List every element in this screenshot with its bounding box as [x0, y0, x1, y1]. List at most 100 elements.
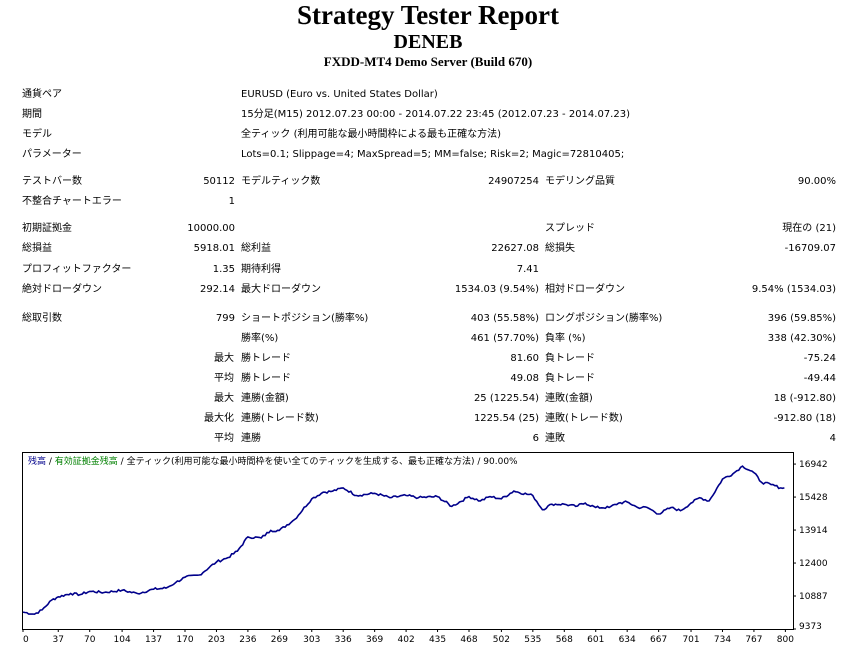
x-tick-label: 170	[176, 635, 193, 645]
max-drawdown-label: 最大ドローダウン	[241, 284, 321, 295]
y-axis: 9373 10887 12400 13914 15428 16942	[793, 460, 828, 632]
report-title: Strategy Tester Report	[297, 0, 559, 30]
x-tick-label: 37	[53, 635, 64, 645]
average-loss-label: 負トレード	[545, 373, 595, 384]
x-tick-label: 634	[619, 635, 636, 645]
absolute-drawdown-value: 292.14	[200, 284, 235, 295]
maximal-consecutive-loss-label: 連敗(トレード数)	[545, 413, 623, 424]
balance-chart: 残高 / 有効証拠金残高 / 全ティック(利用可能な最小時間枠を使い全てのティッ…	[22, 452, 838, 649]
x-tick-label: 104	[114, 635, 131, 645]
gross-loss-value: -16709.07	[784, 243, 836, 254]
ticks-value: 24907254	[488, 176, 539, 187]
deposit-label: 初期証拠金	[22, 223, 72, 234]
x-tick-label: 800	[777, 635, 794, 645]
row-prefix: 平均	[214, 433, 234, 444]
x-tick-label: 137	[145, 635, 162, 645]
profit-trades-value: 461 (57.70%)	[470, 333, 539, 344]
spread-label: スプレッド	[545, 223, 595, 234]
y-tick-label: 13914	[799, 526, 828, 536]
x-tick-label: 767	[745, 635, 762, 645]
x-tick-label: 303	[303, 635, 320, 645]
legend-balance: 残高	[28, 455, 46, 467]
loss-trades-value: 338 (42.30%)	[767, 333, 836, 344]
x-tick-label: 701	[682, 635, 699, 645]
legend-separator: /	[475, 457, 484, 467]
symbol-label: 通貨ペア	[22, 89, 62, 100]
x-tick-label: 568	[556, 635, 573, 645]
x-axis: 0 37 70 104 137 170 203 236 269 303 336 369 402 435 46…	[22, 629, 794, 645]
largest-loss-value: -75.24	[803, 353, 836, 364]
loss-trades-label: 負率 (%)	[545, 333, 586, 344]
x-tick-label: 336	[335, 635, 352, 645]
y-tick-label: 10887	[799, 592, 828, 602]
bars-label: テストバー数	[22, 176, 82, 187]
report-subtitle: DENEB	[393, 31, 463, 53]
max-drawdown-value: 1534.03 (9.54%)	[454, 284, 539, 295]
x-tick-label: 203	[208, 635, 225, 645]
x-tick-label: 402	[398, 635, 415, 645]
average-consecutive-losses-label: 連敗	[545, 433, 565, 444]
gross-loss-label: 総損失	[545, 243, 575, 254]
expected-payoff-value: 7.41	[516, 264, 539, 275]
average-consecutive-losses-value: 4	[829, 433, 836, 444]
row-prefix: 平均	[214, 373, 234, 384]
legend-separator: /	[118, 457, 127, 467]
legend-quality: 90.00%	[483, 457, 518, 467]
x-tick-label: 269	[271, 635, 288, 645]
row-prefix: 最大	[214, 353, 234, 364]
legend-separator: /	[46, 457, 55, 467]
parameters-label: パラメーター	[22, 149, 82, 160]
y-tick-label: 12400	[799, 559, 828, 569]
row-prefix: 最大化	[204, 413, 234, 424]
x-tick-label: 70	[84, 635, 96, 645]
long-positions-label: ロングポジション(勝率%)	[545, 313, 663, 324]
net-profit-label: 総損益	[22, 243, 52, 254]
quality-value: 90.00%	[797, 176, 836, 187]
legend-model: 全ティック(利用可能な最小時間枠を使い全てのティックを生成する、最も正確な方法)	[127, 455, 475, 467]
x-tick-label: 468	[460, 635, 477, 645]
largest-profit-label: 勝トレード	[241, 353, 291, 364]
average-consecutive-wins-label: 連勝	[241, 433, 261, 444]
maximal-consecutive-profit-label: 連勝(トレード数)	[241, 413, 319, 424]
max-consecutive-losses-value: 18 (-912.80)	[773, 393, 836, 404]
x-tick-label: 369	[366, 635, 383, 645]
legend: 残高 / 有効証拠金残高 / 全ティック(利用可能な最小時間枠を使い全てのティッ…	[28, 455, 518, 467]
average-consecutive-wins-value: 6	[532, 433, 539, 444]
balance-line	[22, 465, 785, 616]
period-label: 期間	[22, 109, 42, 120]
total-trades-value: 799	[215, 313, 235, 324]
symbol-value: EURUSD (Euro vs. United States Dollar)	[241, 89, 438, 100]
profit-trades-label: 勝率(%)	[241, 333, 279, 344]
relative-drawdown-value: 9.54% (1534.03)	[751, 284, 836, 295]
server-name: FXDD-MT4 Demo Server (Build 670)	[323, 54, 533, 69]
balance-chart-svg: 残高 / 有効証拠金残高 / 全ティック(利用可能な最小時間枠を使い全てのティッ…	[22, 452, 828, 645]
x-tick-label: 535	[524, 635, 541, 645]
bars-value: 50112	[203, 176, 235, 187]
y-tick-label: 16942	[799, 460, 828, 470]
net-profit-value: 5918.01	[193, 243, 235, 254]
quality-label: モデリング品質	[545, 176, 615, 187]
row-prefix: 最大	[214, 393, 234, 404]
parameters-value: Lots=0.1; Slippage=4; MaxSpread=5; MM=fa…	[241, 149, 625, 160]
expected-payoff-label: 期待利得	[241, 264, 281, 275]
absolute-drawdown-label: 絶対ドローダウン	[22, 284, 102, 295]
largest-loss-label: 負トレード	[545, 353, 595, 364]
maximal-consecutive-loss-value: -912.80 (18)	[773, 413, 836, 424]
maximal-consecutive-profit-value: 1225.54 (25)	[473, 413, 539, 424]
short-positions-label: ショートポジション(勝率%)	[241, 313, 369, 324]
x-tick-label: 0	[23, 635, 29, 645]
average-profit-value: 49.08	[510, 373, 539, 384]
x-tick-label: 435	[429, 635, 446, 645]
model-label: モデル	[22, 129, 52, 140]
model-value: 全ティック (利用可能な最小時間枠による最も正確な方法)	[241, 129, 502, 140]
average-profit-label: 勝トレード	[241, 373, 291, 384]
y-tick-label: 9373	[799, 622, 822, 632]
gross-profit-value: 22627.08	[491, 243, 539, 254]
ticks-label: モデルティック数	[241, 176, 321, 187]
x-tick-label: 667	[650, 635, 667, 645]
total-trades-label: 総取引数	[22, 313, 62, 324]
spread-value: 現在の (21)	[782, 223, 836, 234]
gross-profit-label: 総利益	[241, 243, 271, 254]
mismatch-label: 不整合チャートエラー	[22, 196, 122, 207]
max-consecutive-wins-value: 25 (1225.54)	[473, 393, 539, 404]
